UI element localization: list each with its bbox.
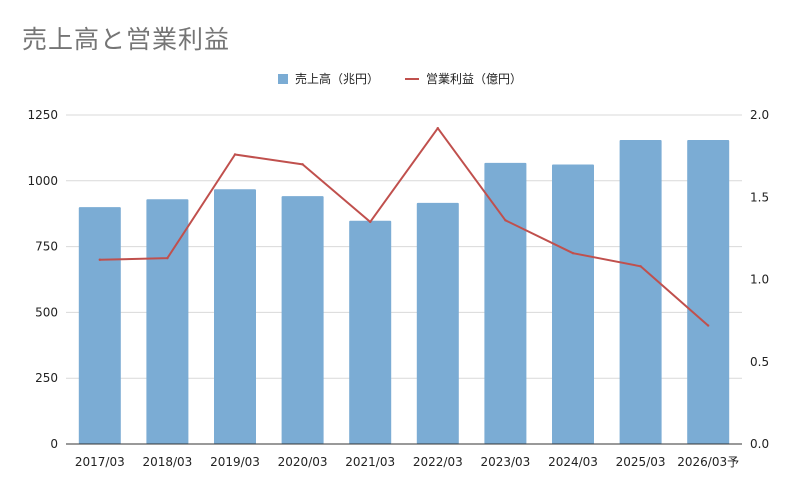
- y-right-tick-label: 1.0: [750, 273, 769, 287]
- bar-sales: [416, 202, 459, 444]
- x-tick-label: 2021/03: [345, 455, 395, 469]
- bar-sales: [484, 162, 527, 444]
- x-tick-label: 2022/03: [413, 455, 463, 469]
- legend-swatch-profit: [405, 77, 419, 80]
- bar-sales: [146, 199, 189, 444]
- y-left-tick-label: 250: [35, 371, 58, 385]
- bar-sales: [619, 140, 662, 444]
- y-right-tick-label: 0.0: [750, 437, 769, 451]
- bar-sales: [281, 196, 324, 444]
- legend-label-profit: 営業利益（億円）: [426, 72, 523, 86]
- y-left-tick-label: 750: [35, 240, 58, 254]
- line-point-profit: [707, 324, 710, 327]
- legend-item-profit: 営業利益（億円）: [405, 70, 522, 87]
- bar-sales: [552, 164, 594, 444]
- line-point-profit: [301, 163, 304, 166]
- y-left-tick-label: 1250: [27, 108, 58, 122]
- y-left-tick-label: 0: [50, 437, 58, 451]
- x-tick-label: 2025/03: [616, 455, 666, 469]
- y-right-tick-label: 0.5: [750, 355, 769, 369]
- line-point-profit: [233, 153, 237, 156]
- line-point-profit: [98, 258, 102, 261]
- bar-sales: [214, 189, 256, 444]
- bar-sales: [349, 220, 392, 444]
- x-tick-label: 2026/03予: [677, 455, 739, 469]
- bar-sales: [78, 207, 121, 444]
- line-point-profit: [166, 256, 169, 260]
- line-point-profit: [436, 126, 439, 130]
- chart-title: 売上高と営業利益: [22, 25, 231, 54]
- line-point-profit: [639, 265, 642, 268]
- x-tick-label: 2023/03: [480, 455, 530, 469]
- legend-swatch-sales: [277, 73, 288, 84]
- x-tick-label: 2018/03: [142, 455, 192, 469]
- y-left-tick-label: 500: [35, 305, 58, 319]
- legend: 売上高（兆円） 営業利益（億円）: [0, 70, 800, 87]
- x-tick-label: 2017/03: [75, 455, 125, 469]
- legend-item-sales: 売上高（兆円）: [277, 70, 379, 87]
- x-tick-label: 2020/03: [278, 455, 328, 469]
- legend-label-sales: 売上高（兆円）: [294, 72, 379, 86]
- x-tick-label: 2019/03: [210, 455, 260, 469]
- bar-sales: [687, 140, 730, 444]
- line-point-profit: [571, 251, 575, 255]
- y-right-tick-label: 1.5: [750, 190, 769, 204]
- y-left-tick-label: 1000: [27, 174, 58, 188]
- x-tick-label: 2024/03: [548, 455, 598, 469]
- line-point-profit: [504, 219, 507, 222]
- line-point-profit: [369, 220, 372, 224]
- y-right-tick-label: 2.0: [750, 108, 769, 122]
- line-profit: [99, 127, 709, 327]
